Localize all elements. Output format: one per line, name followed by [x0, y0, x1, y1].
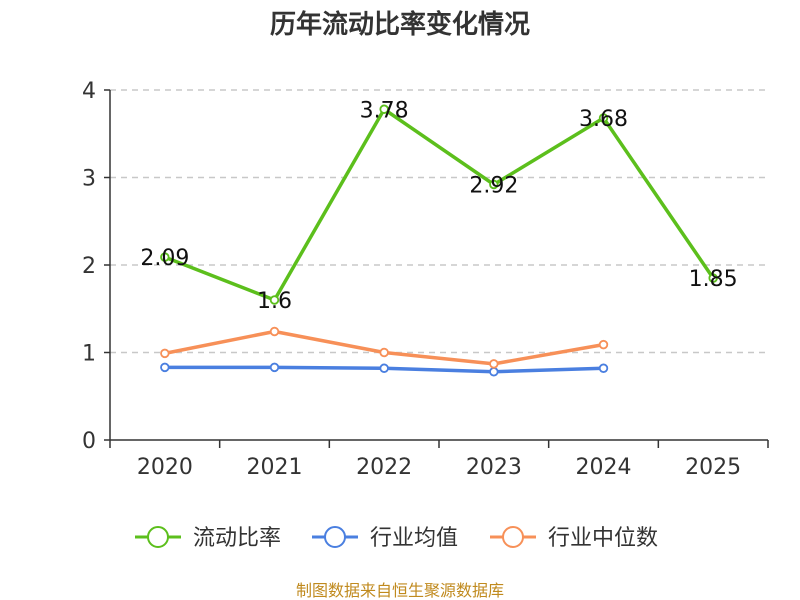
- series-line-2: [164, 329, 604, 366]
- legend-marker-0: [147, 526, 169, 548]
- legend-label-0: 流动比率: [193, 526, 281, 551]
- series-1: [160, 362, 609, 377]
- series-0: 2.09 1.6 3.78 2.92 3.68 1.85: [140, 98, 737, 314]
- series-0-point-2022: [379, 104, 389, 114]
- source-note: 制图数据来自恒生聚源数据库: [296, 581, 504, 600]
- series-1-point-2023: [489, 367, 499, 377]
- y-tick-label-4: 4: [82, 79, 96, 104]
- axes: 0 1 2 3 4 2020 2021 2022 2023 2024 2025: [82, 79, 769, 480]
- x-tick-label-2025: 2025: [685, 455, 741, 480]
- y-tick-label-0: 0: [82, 429, 96, 454]
- x-tick-label-2023: 2023: [466, 455, 522, 480]
- data-label-2020: 2.09: [140, 246, 189, 271]
- series-0-point-2025: [708, 273, 718, 283]
- legend-marker-1: [324, 526, 346, 548]
- series-2: [160, 326, 609, 369]
- data-label-2021: 1.6: [257, 289, 292, 314]
- legend-label-2: 行业中位数: [548, 526, 658, 551]
- series-1-point-2021: [269, 362, 280, 373]
- series-2-point-2024: [598, 339, 609, 350]
- series-0-point-2021: [269, 295, 280, 305]
- series-line-0: [164, 107, 715, 302]
- data-label-2024: 3.68: [579, 107, 628, 132]
- x-tick-label-2020: 2020: [137, 455, 193, 480]
- grid-lines: [110, 89, 768, 354]
- series-0-point-2024: [598, 113, 609, 123]
- series-2-point-2020: [160, 348, 170, 359]
- y-tick-label-1: 1: [82, 342, 96, 367]
- series-1-point-2020: [160, 362, 170, 373]
- legend: 流动比率 行业均值 行业中位数: [135, 526, 658, 551]
- series-0-point-2023: [489, 179, 499, 190]
- legend-label-1: 行业均值: [370, 526, 458, 551]
- x-tick-label-2022: 2022: [356, 455, 412, 480]
- y-tick-label-2: 2: [82, 254, 96, 279]
- legend-marker-2: [502, 526, 524, 548]
- y-tick-label-3: 3: [82, 167, 96, 192]
- series-1-point-2024: [598, 363, 609, 373]
- series-2-point-2022: [379, 347, 389, 358]
- x-tick-label-2021: 2021: [247, 455, 303, 480]
- x-tick-label-2024: 2024: [576, 455, 632, 480]
- series-2-point-2023: [489, 359, 499, 369]
- data-label-2023: 2.92: [469, 174, 518, 199]
- series-1-point-2022: [379, 363, 389, 373]
- chart-title: 历年流动比率变化情况: [270, 9, 530, 40]
- series-2-point-2021: [269, 326, 280, 337]
- series-group: 2.09 1.6 3.78 2.92 3.68 1.85: [140, 98, 738, 377]
- series-0-point-2020: [160, 252, 170, 262]
- data-label-2022: 3.78: [360, 98, 409, 123]
- data-label-2025: 1.85: [689, 267, 738, 292]
